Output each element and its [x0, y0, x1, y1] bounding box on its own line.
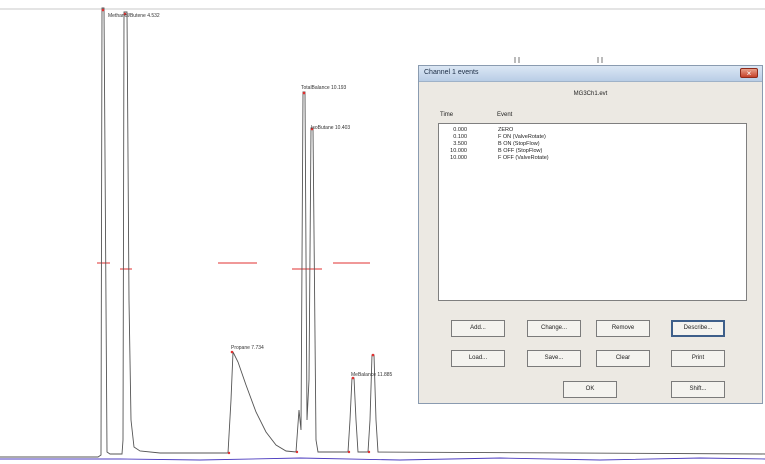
event-row[interactable]: 0.000 ZERO: [439, 127, 746, 134]
peak-label-isobutane: IsoButane 10.403: [311, 125, 350, 131]
event-name: B OFF (StopFlow): [498, 148, 543, 154]
peak-label-mebalance: MeBalance 11.885: [351, 372, 393, 378]
event-row[interactable]: 10.000 F OFF (ValveRotate): [439, 155, 746, 162]
event-row[interactable]: 10.000 B OFF (StopFlow): [439, 148, 746, 155]
event-time: 0.100: [453, 134, 467, 140]
event-time: 10.000: [450, 155, 467, 161]
integration-markers: [97, 262, 370, 270]
baseline-trace: [0, 457, 765, 461]
add-button[interactable]: Add...: [451, 320, 505, 337]
event-ticks: [514, 57, 603, 63]
peak-label-methanol: Methanol/Butene 4.532: [108, 13, 160, 19]
peak-markers: [101, 8, 375, 455]
channel-events-dialog: Channel 1 events × MG3Ch1.evt Time Event…: [418, 65, 763, 404]
remove-button[interactable]: Remove: [596, 320, 650, 337]
clear-button[interactable]: Clear: [596, 350, 650, 367]
event-time: 10.000: [450, 148, 467, 154]
event-name: ZERO: [498, 127, 514, 133]
event-column-header: Event: [497, 112, 513, 118]
event-name: F OFF (ValveRotate): [498, 155, 549, 161]
peak-label-totalbalance: TotalBalance 10.193: [301, 85, 347, 91]
load-button[interactable]: Load...: [451, 350, 505, 367]
save-button[interactable]: Save...: [527, 350, 581, 367]
event-name: F ON (ValveRotate): [498, 134, 546, 140]
dialog-title: Channel 1 events: [424, 69, 479, 76]
describe-button[interactable]: Describe...: [671, 320, 725, 337]
close-icon[interactable]: ×: [740, 68, 758, 78]
event-time: 3.500: [453, 141, 467, 147]
dialog-titlebar[interactable]: Channel 1 events ×: [419, 66, 762, 82]
peak-label-propane: Propane 7.734: [231, 345, 264, 351]
event-time: 0.000: [453, 127, 467, 133]
events-list[interactable]: 0.000 ZERO 0.100 F ON (ValveRotate) 3.50…: [438, 123, 747, 301]
event-row[interactable]: 0.100 F ON (ValveRotate): [439, 134, 746, 141]
event-row[interactable]: 3.500 B ON (StopFlow): [439, 141, 746, 148]
ok-button[interactable]: OK: [563, 381, 617, 398]
time-column-header: Time: [440, 112, 454, 118]
shift-button[interactable]: Shift...: [671, 381, 725, 398]
print-button[interactable]: Print: [671, 350, 725, 367]
event-file-name: MG3Ch1.evt: [573, 91, 608, 97]
event-name: B ON (StopFlow): [498, 141, 540, 147]
change-button[interactable]: Change...: [527, 320, 581, 337]
chromatogram-trace: [0, 7, 765, 458]
